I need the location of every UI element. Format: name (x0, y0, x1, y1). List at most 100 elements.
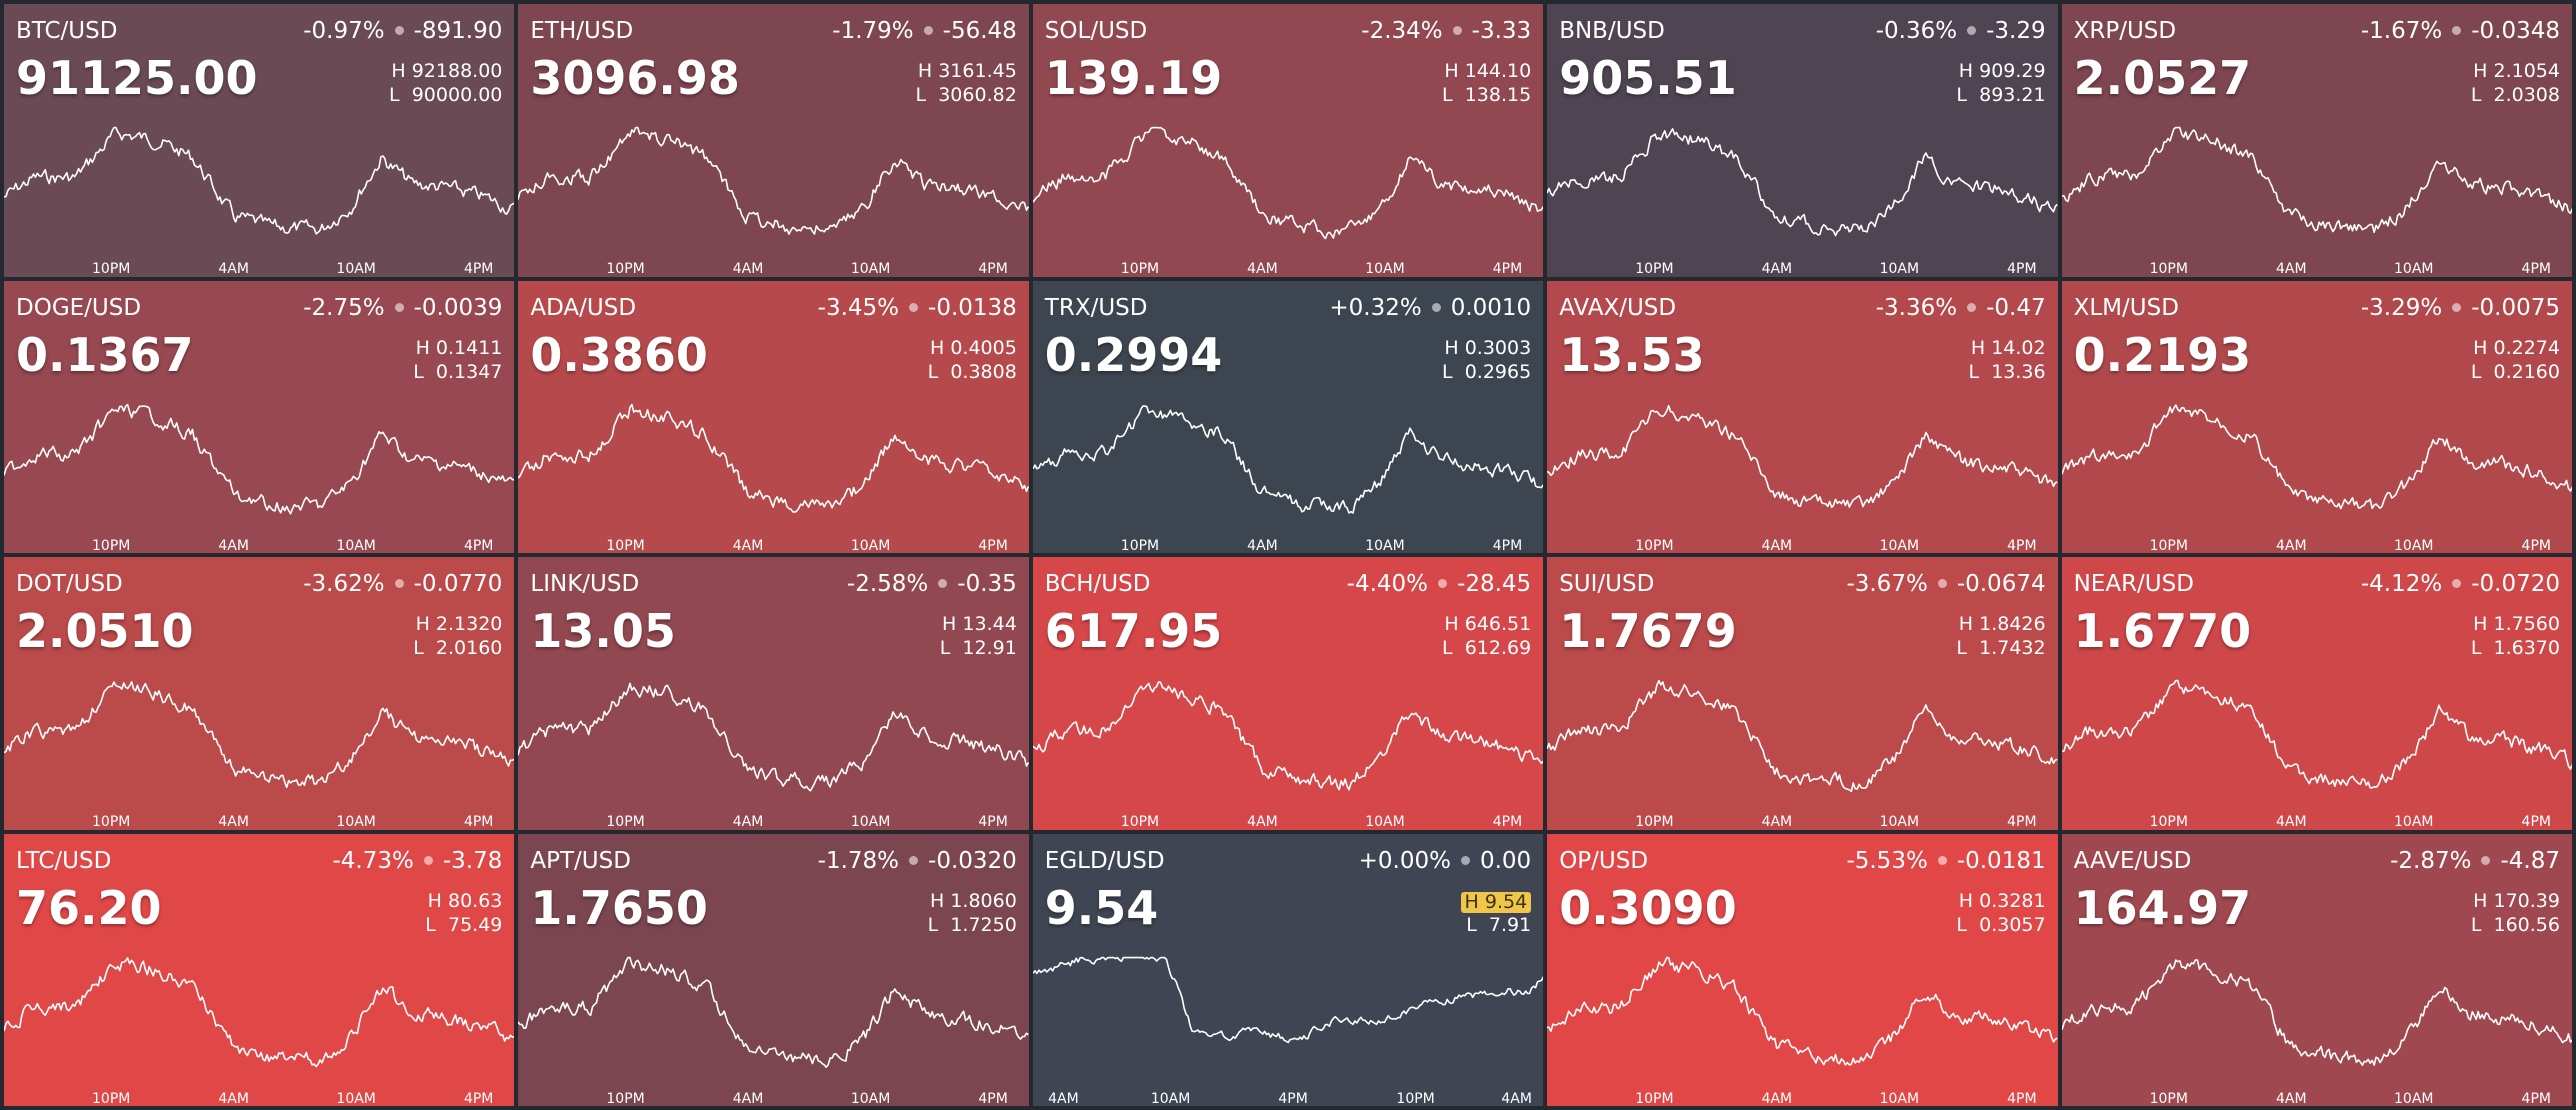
ticker-tile-trx[interactable]: TRX/USD +0.32% 0.0010 0.2994 H 0.3003 L 0… (1032, 280, 1544, 554)
price-line (1032, 681, 1544, 791)
low-label: L (389, 84, 400, 106)
ticker-tile-link[interactable]: LINK/USD -2.58% -0.35 13.05 H 13.44 L 12.… (518, 557, 1029, 830)
high-low-block: H 2.1320 L 2.0160 (413, 615, 502, 663)
ticker-tile-avax[interactable]: AVAX/USD -3.36% -0.47 13.53 H 14.02 L 13.… (1547, 280, 2058, 554)
time-tick-label: 4AM (1761, 537, 1793, 554)
low-label: L (2470, 84, 2482, 106)
change-percent: -1.67% (2360, 18, 2443, 44)
change-percent: -0.97% (303, 18, 385, 44)
sparkline-chart (518, 682, 1029, 792)
high-box: H 2.1054 (2473, 62, 2560, 81)
ticker-tile-ltc[interactable]: LTC/USD -4.73% -3.78 76.20 H 80.63 L 75.4… (4, 833, 515, 1106)
time-tick-label: 4AM (1761, 814, 1793, 830)
high-box: H 0.2274 (2473, 336, 2560, 359)
sparkline-chart (518, 956, 1029, 1068)
sparkline-chart (1032, 126, 1544, 240)
change-percent: -1.79% (832, 18, 914, 44)
ticker-tile-bch[interactable]: BCH/USD -4.40% -28.45 617.95 H 646.51 L 6… (1032, 557, 1544, 830)
change-info: -4.40% -28.45 (1347, 573, 1532, 596)
pair-label: OP/USD (1559, 847, 1649, 874)
change-absolute: -3.33 (1471, 18, 1532, 44)
low-value: 2.0160 (435, 637, 503, 659)
high-box: H 0.3003 (1444, 338, 1531, 358)
time-tick-label: 4PM (2007, 537, 2037, 554)
high-box: H 9.54 (1460, 891, 1532, 913)
change-absolute: -0.0720 (2471, 571, 2560, 597)
time-tick-label: 4PM (2007, 1090, 2037, 1107)
high-label: H (2473, 336, 2488, 359)
sparkline-chart (1547, 679, 2058, 793)
pair-label: SOL/USD (1044, 18, 1148, 44)
ticker-tile-sol[interactable]: SOL/USD -2.34% -3.33 139.19 H 144.10 L 13… (1032, 4, 1544, 277)
time-tick-label: 10PM (1120, 261, 1160, 277)
pair-label: ADA/USD (530, 294, 637, 321)
change-info: +0.00% 0.00 (1358, 847, 1532, 874)
sparkline-chart (1547, 128, 2058, 237)
time-tick-label: 10PM (1635, 814, 1674, 830)
high-label: H (2473, 889, 2488, 912)
separator-dot-icon (1937, 579, 1947, 588)
high-value: 14.02 (1991, 336, 2046, 359)
change-percent: -3.67% (1846, 571, 1928, 597)
change-info: -2.75% -0.0039 (303, 296, 502, 320)
ticker-tile-dot[interactable]: DOT/USD -3.62% -0.0770 2.0510 H 2.1320 L … (4, 557, 515, 830)
time-axis: 10PM 4AM 10AM 4PM (2062, 1091, 2572, 1107)
price-line (518, 403, 1029, 513)
high-low-block: H 80.63 L 75.49 (425, 891, 502, 940)
ticker-tile-eth[interactable]: ETH/USD -1.79% -56.48 3096.98 H 3161.45 L… (518, 4, 1029, 277)
sparkline-chart (2061, 126, 2572, 234)
ticker-tile-near[interactable]: NEAR/USD -4.12% -0.0720 1.6770 H 1.7560 L… (2061, 557, 2572, 830)
ticker-tile-xrp[interactable]: XRP/USD -1.67% -0.0348 2.0527 H 2.1054 L … (2061, 4, 2572, 277)
price-line (518, 126, 1029, 235)
ticker-tile-apt[interactable]: APT/USD -1.78% -0.0320 1.7650 H 1.8060 L … (518, 833, 1029, 1106)
time-tick-label: 10PM (1635, 261, 1674, 277)
high-label: H (2473, 613, 2488, 635)
high-low-block: H 144.10 L 138.15 (1442, 62, 1531, 110)
time-axis: 10PM 4AM 10AM 4PM (4, 261, 514, 277)
change-absolute: -0.0348 (2471, 18, 2560, 44)
time-tick-label: 10AM (1365, 537, 1405, 554)
ticker-tile-op[interactable]: OP/USD -5.53% -0.0181 0.3090 H 0.3281 L 0… (1547, 833, 2058, 1107)
time-tick-label: 4AM (1247, 537, 1278, 554)
change-absolute: -0.0770 (413, 571, 503, 597)
high-label: H (1444, 60, 1459, 82)
change-absolute: -891.90 (413, 18, 503, 44)
high-box: H 0.1411 (416, 338, 503, 358)
last-price: 617.95 (1044, 604, 1223, 658)
time-tick-label: 4AM (1761, 261, 1793, 277)
ticker-tile-sui[interactable]: SUI/USD -3.67% -0.0674 1.7679 H 1.8426 L … (1547, 557, 2058, 830)
change-info: -2.34% -3.33 (1361, 20, 1531, 43)
high-value: 144.10 (1464, 60, 1532, 82)
ticker-tile-egld[interactable]: EGLD/USD +0.00% 0.00 9.54 H 9.54 L 7.91 4… (1032, 833, 1544, 1107)
time-tick-label: 10AM (1879, 1090, 1920, 1107)
time-tick-label: 10AM (1150, 1090, 1191, 1107)
ticker-tile-doge[interactable]: DOGE/USD -2.75% -0.0039 0.1367 H 0.1411 L… (4, 280, 515, 554)
time-axis: 10PM 4AM 10AM 4PM (2062, 814, 2572, 830)
time-tick-label: 10AM (1879, 261, 1920, 277)
ticker-tile-ada[interactable]: ADA/USD -3.45% -0.0138 0.3860 H 0.4005 L … (518, 280, 1029, 553)
separator-dot-icon (2452, 579, 2462, 588)
pair-label: DOGE/USD (16, 294, 142, 321)
low-label: L (2470, 913, 2482, 936)
ticker-tile-xlm[interactable]: XLM/USD -3.29% -0.0075 0.2193 H 0.2274 L … (2061, 280, 2572, 553)
change-absolute: -0.35 (957, 571, 1017, 597)
pair-label: DOT/USD (16, 571, 123, 597)
last-price: 0.3090 (1559, 880, 1737, 935)
pair-label: SUI/USD (1559, 571, 1655, 597)
separator-dot-icon (423, 855, 433, 865)
change-percent: +0.00% (1358, 847, 1451, 874)
change-info: -2.58% -0.35 (847, 573, 1017, 596)
ticker-tile-btc[interactable]: BTC/USD -0.97% -891.90 91125.00 H 92188.0… (4, 4, 515, 277)
change-percent: -3.62% (303, 571, 385, 597)
ticker-tile-aave[interactable]: AAVE/USD -2.87% -4.87 164.97 H 170.39 L 1… (2061, 833, 2572, 1107)
price-line (1547, 679, 2058, 793)
separator-dot-icon (909, 302, 919, 312)
last-price: 9.54 (1044, 880, 1159, 935)
change-percent: -3.29% (2360, 294, 2443, 321)
price-line (4, 403, 515, 514)
low-label: L (2470, 637, 2482, 659)
time-tick-label: 4PM (463, 537, 494, 554)
ticker-tile-bnb[interactable]: BNB/USD -0.36% -3.29 905.51 H 909.29 L 89… (1547, 4, 2058, 277)
change-percent: +0.32% (1329, 294, 1422, 321)
price-line (1032, 404, 1544, 514)
